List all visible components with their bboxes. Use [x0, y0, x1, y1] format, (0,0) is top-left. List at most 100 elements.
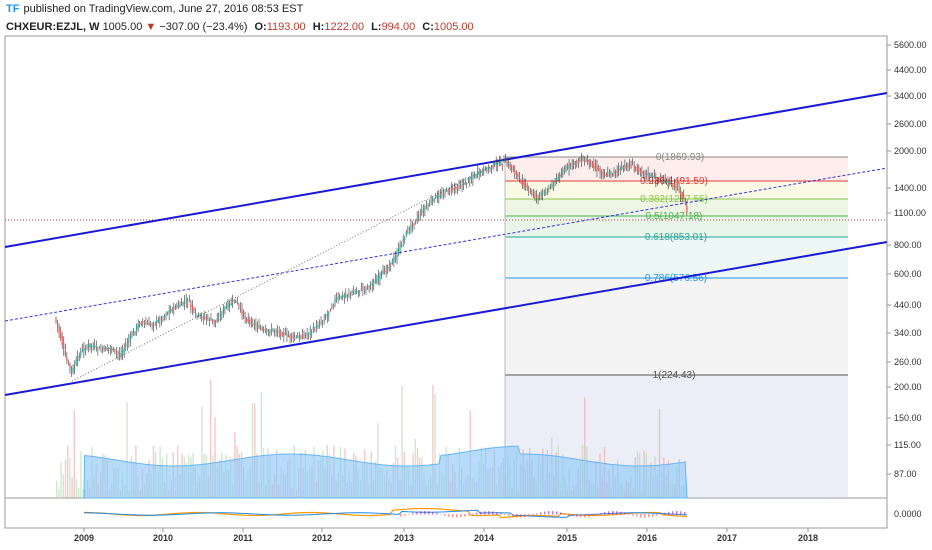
fib-trend-line[interactable] [71, 156, 511, 382]
candle-body [210, 318, 212, 320]
indicator-histogram-bar [504, 514, 506, 515]
symbol-label[interactable]: CHXEUR:EZJL, W [6, 21, 100, 33]
indicator-histogram-bar [452, 514, 454, 518]
fib-level-label: 0.5(1047.18) [646, 211, 703, 222]
candle-body [504, 160, 507, 162]
indicator-histogram-bar [588, 514, 590, 517]
channel-lower-line[interactable] [4, 241, 888, 396]
candle-body [484, 167, 486, 170]
indicator-histogram-bar [640, 514, 642, 518]
candle-body [109, 347, 111, 349]
channel-upper-line[interactable] [4, 92, 888, 248]
time-axis[interactable]: 2009 2010 2011 2012 2013 2014 2015 2016 2017 2018 [74, 528, 818, 543]
candle-body [604, 173, 606, 175]
candle-body [115, 351, 118, 353]
candle-body [676, 186, 679, 188]
candle-body [180, 301, 183, 305]
candle-body [359, 291, 361, 293]
candle-body [218, 318, 220, 320]
time-axis-label: 2013 [394, 533, 414, 543]
candle-body [120, 352, 122, 357]
candle-body [239, 307, 242, 309]
price-axis-label: 3400.00 [894, 91, 927, 101]
indicator-histogram-bar [536, 513, 538, 515]
time-axis-label: 2009 [74, 533, 94, 543]
candle-body [613, 172, 615, 174]
indicator-pane[interactable] [4, 497, 888, 529]
candle-body [143, 321, 145, 323]
time-axis-label: 2011 [233, 533, 253, 543]
indicator-histogram-bar [564, 513, 566, 515]
fib-zone-0-236 [505, 157, 848, 181]
indicator-histogram-bar [616, 511, 618, 515]
candle-body [501, 164, 503, 166]
indicator-histogram-bar [648, 514, 650, 518]
candle-body [638, 167, 640, 172]
indicator-histogram-bar [548, 511, 550, 515]
candle-body [551, 184, 553, 187]
volume-bar [75, 479, 78, 498]
tradingview-logo-icon[interactable]: TF [6, 3, 20, 15]
candle-body [625, 165, 627, 169]
candle-body [270, 329, 273, 332]
candle-body [190, 302, 192, 307]
candle-body [500, 161, 502, 165]
candle-body [387, 266, 389, 270]
candle-body [490, 166, 493, 168]
candle-body [683, 195, 685, 198]
candle-body [351, 291, 353, 293]
candle-body [379, 274, 381, 280]
candle-body [486, 169, 488, 172]
candle-body [605, 174, 607, 177]
candle-body [673, 183, 676, 188]
candle-body [280, 330, 282, 336]
candle-body [397, 247, 400, 255]
candle-body [101, 348, 104, 350]
candle-body [281, 334, 283, 336]
candle-body [641, 171, 643, 173]
candle-body [55, 318, 57, 322]
volume-bar [82, 488, 84, 498]
price-axis-label: 200.00 [894, 382, 922, 392]
indicator-axis-label: 0.0000 [894, 509, 922, 519]
indicator-histogram-bar [448, 514, 450, 517]
candle-body [506, 161, 508, 165]
candle-body [80, 351, 82, 355]
channel-mid-line[interactable] [4, 167, 888, 322]
candle-body [639, 170, 641, 172]
candle-body [222, 308, 224, 314]
candle-body [97, 349, 99, 351]
candle-body [253, 323, 255, 325]
volume-bar [71, 477, 73, 498]
candle-body [174, 308, 176, 310]
candle-body [678, 188, 680, 191]
candle-body [187, 301, 189, 303]
candle-body [211, 319, 214, 321]
candle-body [580, 158, 583, 163]
indicator-histogram-bar [420, 511, 422, 515]
candlestick-series[interactable] [55, 152, 688, 377]
candle-body [402, 238, 404, 242]
candle-body [477, 171, 479, 175]
indicator-histogram-bar [432, 511, 434, 515]
candle-body [520, 180, 522, 183]
price-axis[interactable]: 5600.00 4400.00 3400.00 2600.00 2000.00 1400.… [887, 40, 927, 479]
candle-body [663, 180, 665, 182]
candle-body [456, 187, 459, 190]
time-axis-label: 2016 [637, 533, 657, 543]
candle-body [244, 316, 246, 319]
candle-body [114, 349, 116, 351]
candle-body [365, 289, 367, 291]
candle-body [58, 326, 60, 333]
candle-body [622, 167, 624, 169]
candle-body [635, 167, 637, 169]
indicator-histogram-bar [628, 513, 630, 515]
candle-body [368, 286, 370, 288]
candle-body [339, 296, 341, 298]
candle-body [562, 173, 564, 175]
candle-body [399, 244, 401, 251]
candle-body [266, 329, 268, 331]
indicator-histogram-bar [660, 513, 662, 515]
candle-body [446, 189, 448, 191]
